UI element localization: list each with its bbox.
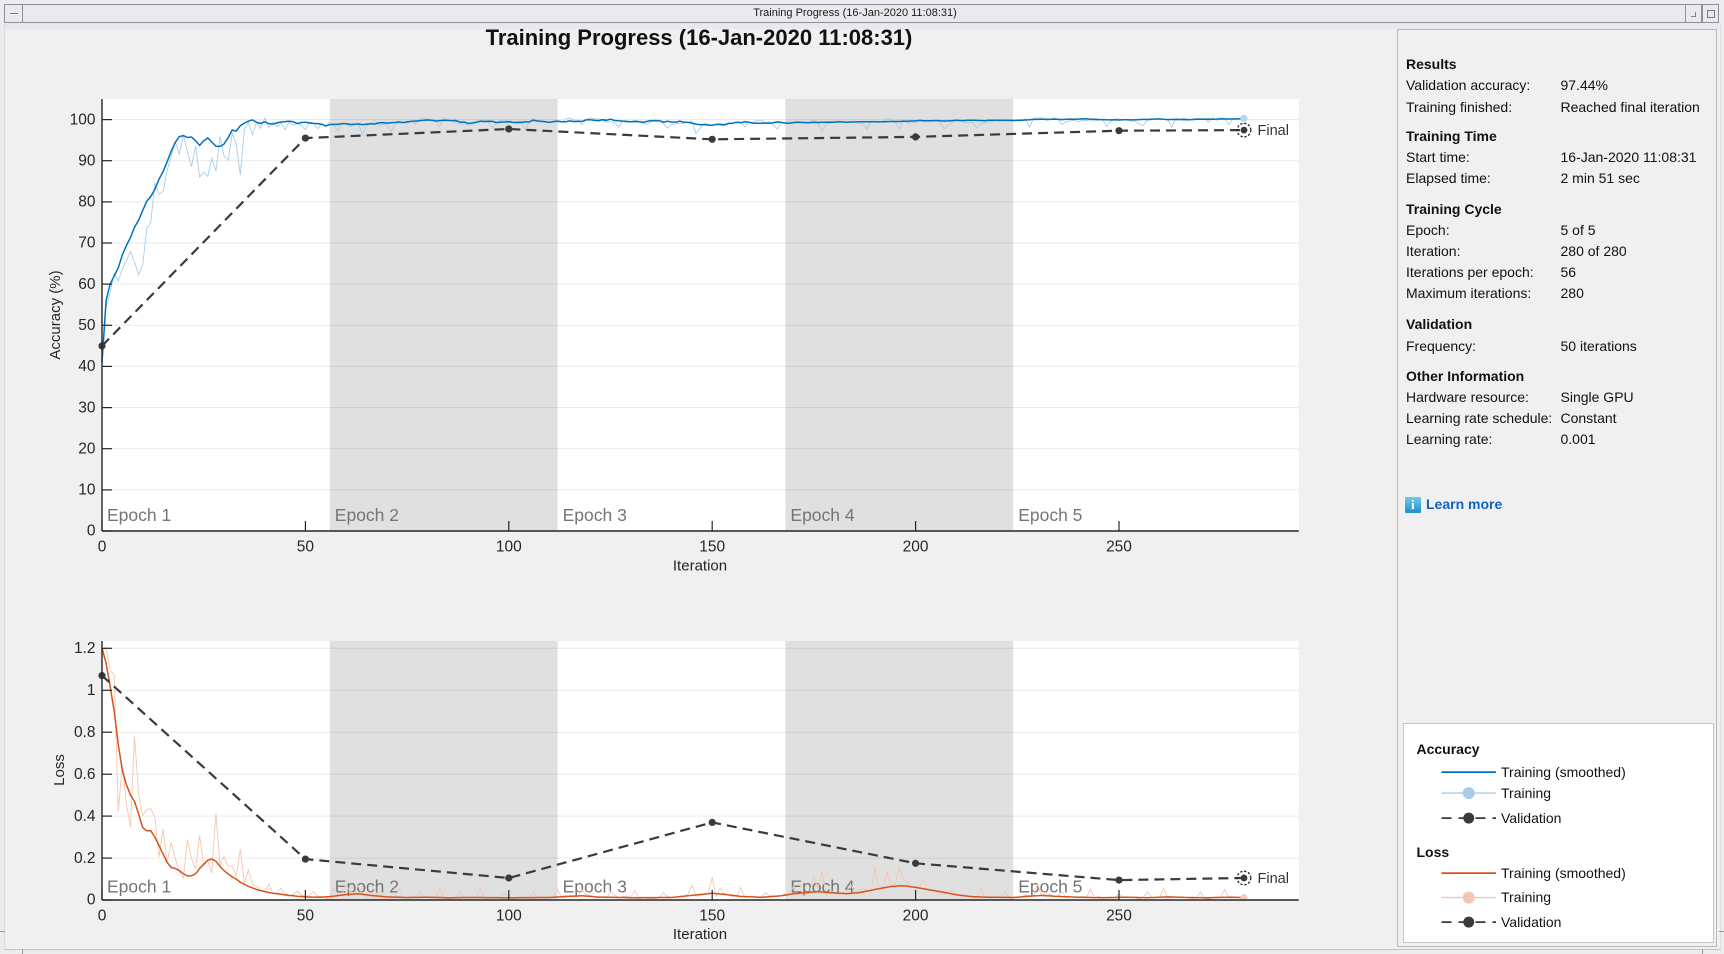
svg-text:250: 250: [1106, 908, 1132, 925]
svg-text:0.4: 0.4: [74, 808, 96, 825]
svg-text:Epoch 4: Epoch 4: [790, 877, 854, 897]
svg-text:30: 30: [78, 399, 96, 416]
svg-text:Iteration: Iteration: [673, 558, 727, 575]
svg-text:Epoch 1: Epoch 1: [107, 877, 171, 897]
svg-text:60: 60: [78, 276, 96, 293]
svg-text:50: 50: [78, 317, 96, 334]
svg-text:200: 200: [903, 539, 929, 556]
svg-text:0: 0: [98, 539, 107, 556]
svg-text:80: 80: [78, 194, 96, 211]
svg-text:90: 90: [78, 152, 96, 169]
svg-text:100: 100: [70, 111, 96, 128]
svg-text:10: 10: [78, 482, 96, 499]
svg-text:Epoch 5: Epoch 5: [1018, 505, 1082, 525]
svg-text:Epoch 3: Epoch 3: [563, 505, 627, 525]
svg-text:0: 0: [98, 908, 107, 925]
svg-text:250: 250: [1106, 539, 1132, 556]
svg-text:70: 70: [78, 235, 96, 252]
svg-text:Epoch 3: Epoch 3: [563, 877, 627, 897]
svg-text:1: 1: [87, 682, 96, 699]
svg-text:100: 100: [496, 539, 522, 556]
svg-text:0.8: 0.8: [74, 724, 96, 741]
svg-text:Loss: Loss: [51, 754, 68, 786]
svg-text:Epoch 4: Epoch 4: [790, 505, 854, 525]
svg-text:200: 200: [903, 908, 929, 925]
svg-text:Final: Final: [1258, 123, 1289, 139]
svg-text:Iteration: Iteration: [673, 926, 727, 943]
svg-text:20: 20: [78, 440, 96, 457]
svg-text:1.2: 1.2: [74, 640, 96, 657]
svg-text:Epoch 2: Epoch 2: [335, 505, 399, 525]
svg-text:0: 0: [87, 892, 96, 909]
svg-text:0.2: 0.2: [74, 850, 96, 867]
svg-text:Epoch 1: Epoch 1: [107, 505, 171, 525]
svg-text:Epoch 2: Epoch 2: [335, 877, 399, 897]
svg-text:150: 150: [699, 908, 725, 925]
svg-text:0.6: 0.6: [74, 766, 96, 783]
svg-text:100: 100: [496, 908, 522, 925]
svg-text:40: 40: [78, 358, 96, 375]
svg-text:Final: Final: [1258, 871, 1289, 887]
svg-text:150: 150: [699, 539, 725, 556]
svg-text:0: 0: [87, 523, 96, 540]
svg-text:Accuracy (%): Accuracy (%): [47, 270, 64, 359]
svg-text:50: 50: [297, 539, 315, 556]
svg-text:Epoch 5: Epoch 5: [1018, 877, 1082, 897]
svg-text:50: 50: [297, 908, 315, 925]
